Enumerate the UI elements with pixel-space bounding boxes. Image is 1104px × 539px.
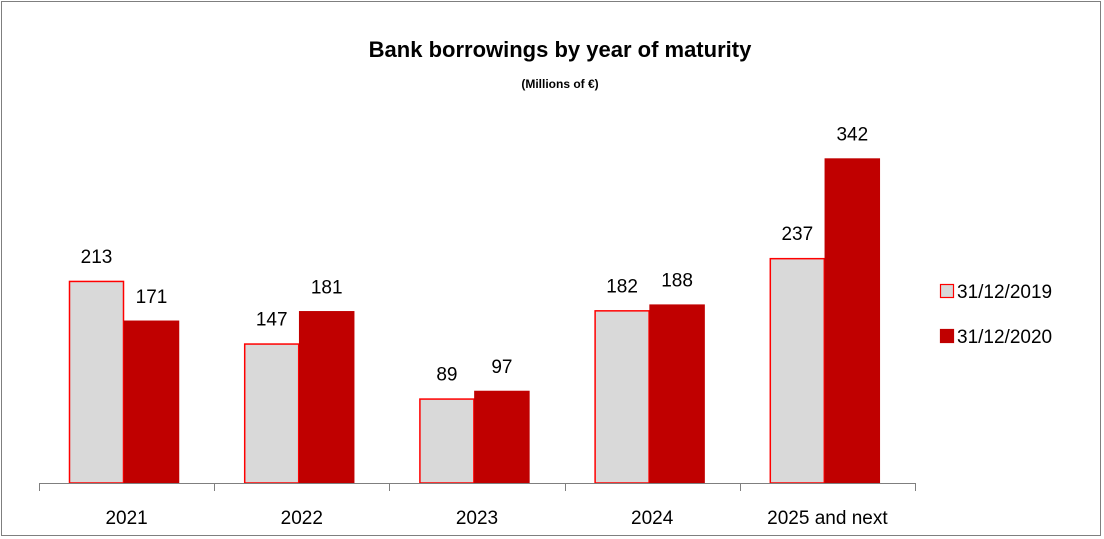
bar-2-2021 (123, 320, 180, 484)
legend-label: 31/12/2019 (957, 282, 1052, 303)
bar-2-2023 (474, 390, 530, 484)
legend: 31/12/2019 31/12/2020 (939, 282, 1052, 348)
bar-2-2022 (298, 311, 355, 484)
bar-1-2022 (243, 343, 300, 484)
bar-1-2023 (419, 398, 475, 484)
value-label: 188 (661, 271, 693, 292)
legend-swatch (939, 328, 955, 344)
chart-title: Bank borrowings by year of maturity (369, 37, 752, 62)
value-label: 182 (606, 276, 638, 297)
value-label: 89 (436, 365, 457, 386)
x-tick-label: 2022 (281, 508, 323, 529)
x-tick-label: 2024 (631, 508, 674, 529)
bar-1-2025-and-next (769, 257, 826, 484)
value-label: 171 (136, 287, 168, 308)
chart-subtitle: (Millions of €) (521, 77, 598, 91)
x-tick-label: 2023 (456, 508, 498, 529)
x-axis: 2021 2022 2023 2024 2025 and next (39, 483, 916, 529)
legend-label: 31/12/2020 (957, 327, 1052, 348)
value-label: 97 (491, 357, 512, 378)
value-label: 147 (256, 310, 288, 331)
value-label: 237 (781, 224, 813, 245)
legend-swatch (939, 283, 955, 299)
value-labels-layer: 213 171 147 181 89 97 182 188 237 342 (81, 125, 869, 386)
bar-1-2024 (594, 310, 650, 484)
bars-layer (68, 158, 881, 484)
bar-2-2025-and-next (824, 158, 881, 484)
bar-2-2024 (649, 304, 705, 484)
x-tick-label: 2021 (105, 508, 147, 529)
value-label: 342 (836, 125, 868, 146)
bar-1-2021 (68, 280, 125, 484)
x-tick-label: 2025 and next (767, 508, 888, 529)
value-label: 213 (81, 247, 113, 268)
value-label: 181 (311, 277, 343, 298)
